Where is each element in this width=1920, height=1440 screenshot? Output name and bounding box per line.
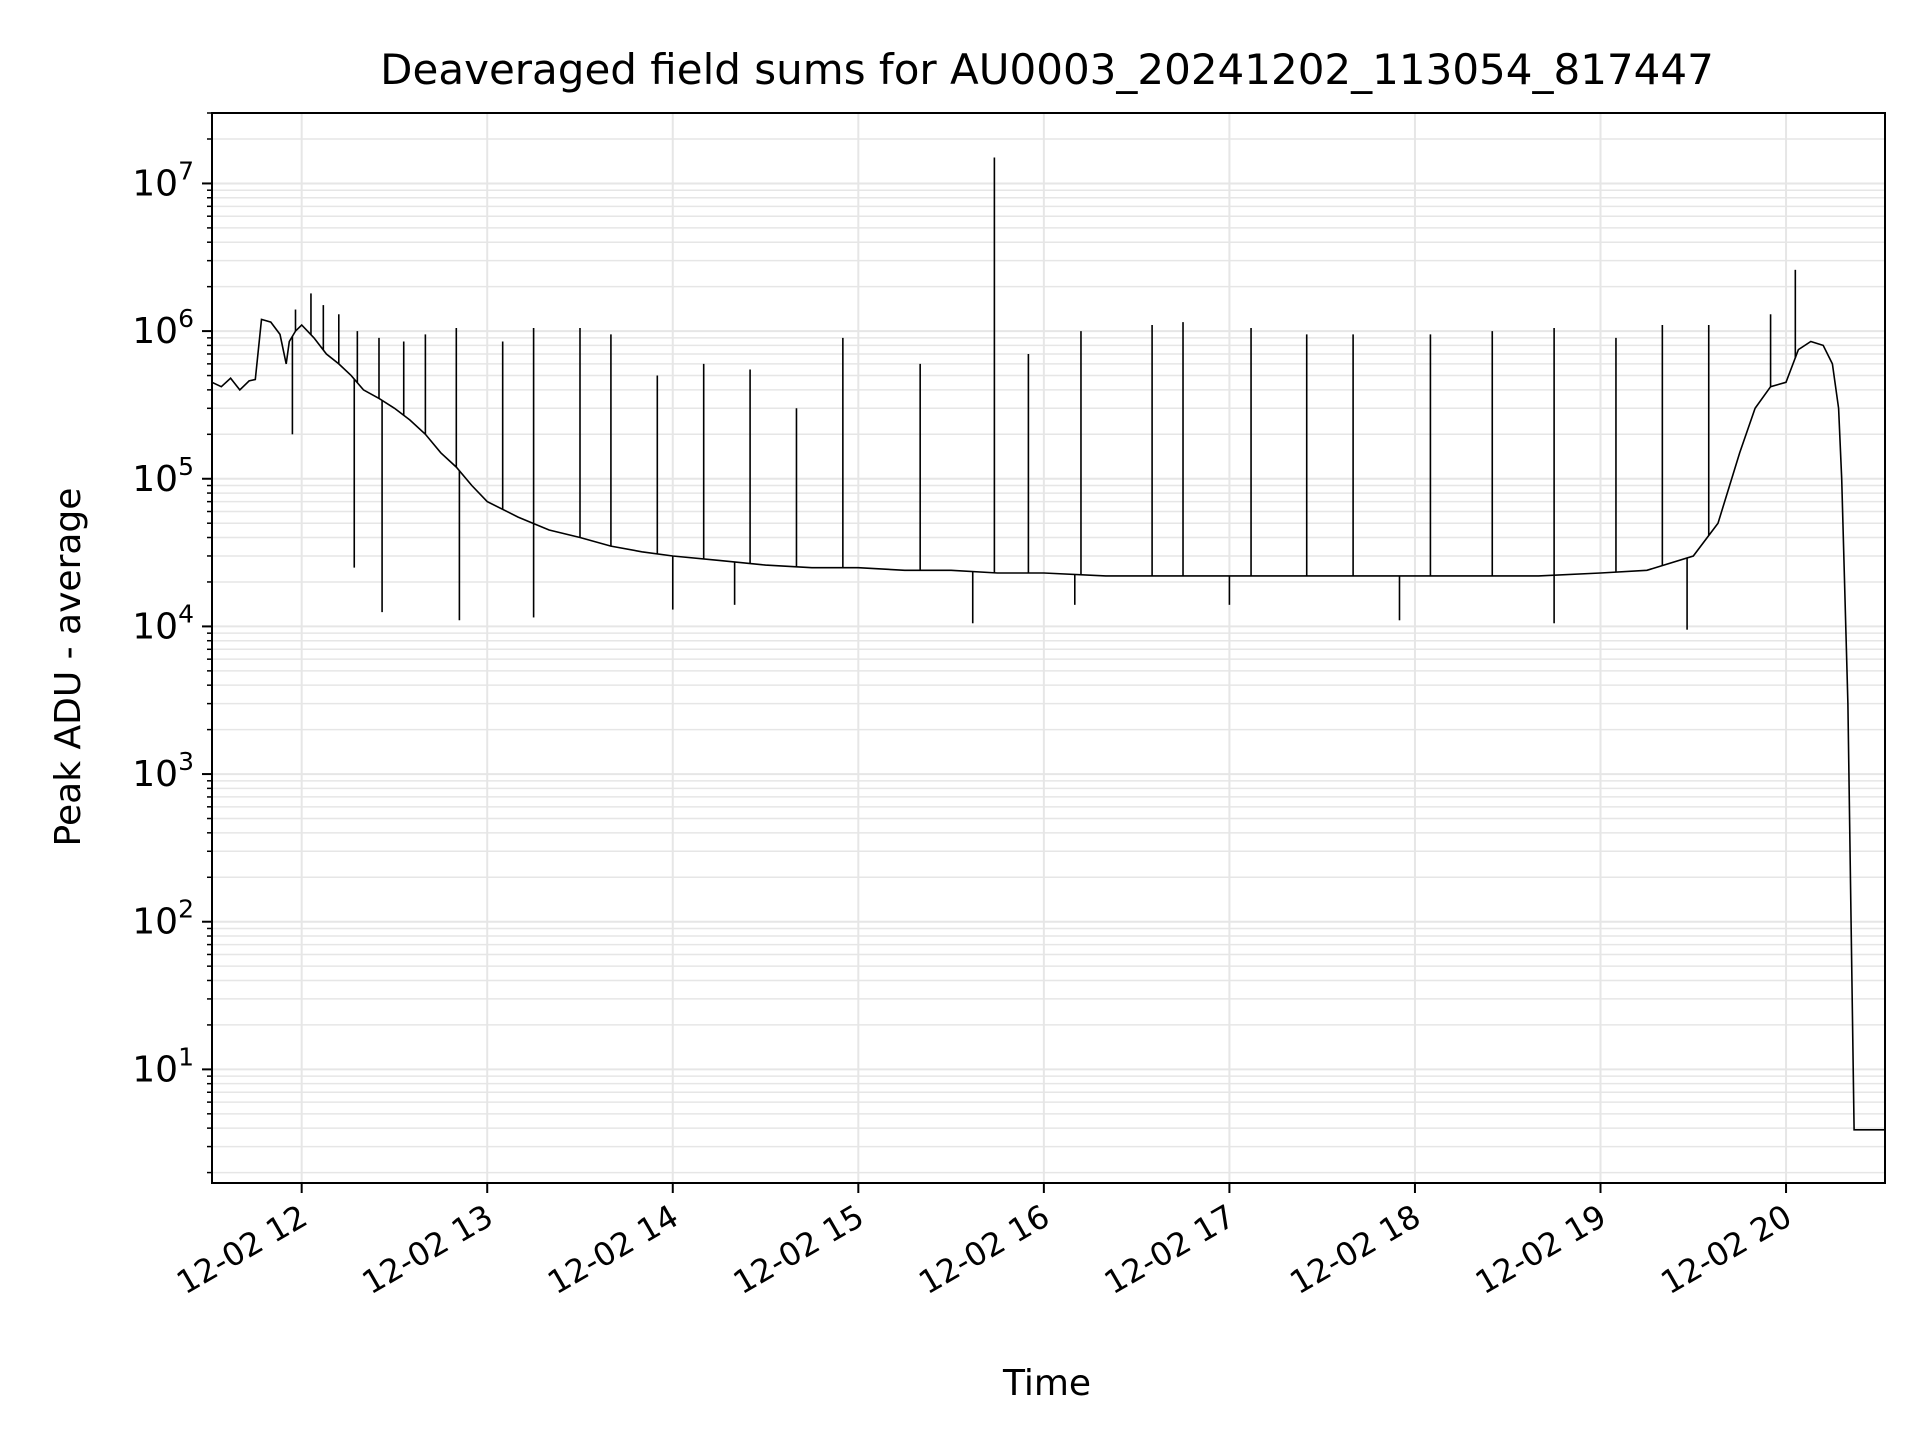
series-line: [211, 318, 1885, 1131]
y-tick-label: 101: [132, 1042, 194, 1090]
y-axis: 101 102 103 104 105 106 107: [132, 112, 212, 1174]
y-tick-label: 104: [132, 599, 194, 647]
y-axis-label: Peak ADU - average: [48, 488, 89, 847]
x-axis-label: Time: [1002, 1363, 1091, 1404]
y-tick-label: 105: [132, 452, 194, 500]
plot-area: [211, 157, 1885, 1131]
grid: [212, 112, 1885, 1183]
y-tick-label: 103: [132, 747, 194, 795]
y-tick-label: 107: [132, 156, 194, 204]
chart-title: Deaveraged field sums for AU0003_2024120…: [380, 45, 1714, 94]
y-tick-label: 106: [132, 304, 194, 352]
plot-frame: [211, 112, 1886, 1184]
y-tick-label: 102: [132, 895, 194, 943]
